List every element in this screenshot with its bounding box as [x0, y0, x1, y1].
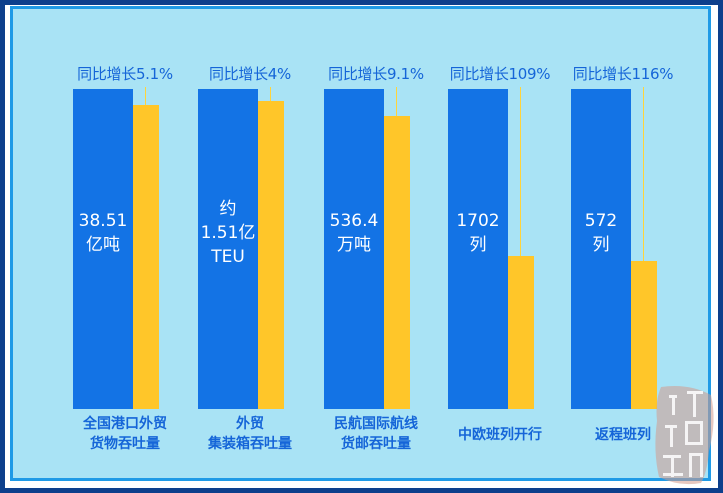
category-line: 全国港口外贸	[83, 416, 167, 432]
category-line: 货物吞吐量	[90, 436, 160, 452]
bar-value-label: 38.51 亿吨	[73, 209, 133, 257]
bar-value-line: 536.4	[329, 211, 379, 231]
bar-value-line: 约	[219, 199, 237, 219]
bar-value-label: 572 列	[571, 209, 631, 257]
category-label: 中欧班列开行	[436, 425, 564, 445]
category-line: 集装箱吞吐量	[208, 436, 292, 452]
bar-value-line: 1702	[456, 211, 500, 231]
growth-label: 同比增长5.1%	[77, 65, 173, 83]
previous-year-reference-line	[643, 87, 644, 409]
bar-value-label: 约 1.51亿 TEU	[198, 197, 258, 269]
bar-group: 同比增长9.1% 536.4 万吨民航国际航线 货邮吞吐量	[312, 9, 440, 484]
current-value-bar	[324, 89, 384, 409]
growth-label: 同比增长116%	[572, 65, 674, 83]
bar-group: 同比增长5.1% 38.51 亿吨全国港口外贸 货物吞吐量	[61, 9, 189, 484]
previous-year-bar	[258, 101, 284, 409]
category-label: 返程班列	[559, 425, 687, 445]
growth-label: 同比增长4%	[209, 65, 291, 83]
bar-value-label: 536.4 万吨	[324, 209, 384, 257]
bar-group: 同比增长116% 572 列返程班列	[559, 9, 687, 484]
current-value-bar	[571, 89, 631, 409]
bar-value-label: 1702 列	[448, 209, 508, 257]
current-value-bar	[198, 89, 258, 409]
chart-panel: 同比增长5.1% 38.51 亿吨全国港口外贸 货物吞吐量 同比增长4% 约 1.51亿 TE…	[10, 6, 714, 485]
bar-value-line: 38.51	[78, 211, 128, 231]
category-label: 外贸 集装箱吞吐量	[186, 414, 314, 454]
category-line: 民航国际航线	[334, 416, 418, 432]
bar-group: 同比增长109% 1702 列中欧班列开行	[436, 9, 564, 484]
bar-value-line: 亿吨	[86, 235, 120, 255]
category-line: 返程班列	[595, 427, 651, 443]
previous-year-bar	[631, 261, 657, 409]
bar-value-line: 列	[469, 235, 487, 255]
bar-value-line: 572	[584, 211, 618, 231]
bar-value-line: TEU	[211, 247, 245, 267]
category-line: 外贸	[236, 416, 264, 432]
current-value-bar	[73, 89, 133, 409]
category-label: 民航国际航线 货邮吞吐量	[312, 414, 440, 454]
bar-value-line: 万吨	[337, 235, 371, 255]
category-line: 中欧班列开行	[458, 427, 542, 443]
bar-group: 同比增长4% 约 1.51亿 TEU 外贸集装箱吞吐量	[186, 9, 314, 484]
bar-value-line: 列	[592, 235, 610, 255]
previous-year-bar	[133, 105, 159, 409]
growth-label: 同比增长9.1%	[328, 65, 424, 83]
category-line: 货邮吞吐量	[341, 436, 411, 452]
previous-year-reference-line	[520, 87, 521, 409]
watermark-seal	[655, 386, 714, 485]
category-label: 全国港口外贸 货物吞吐量	[61, 414, 189, 454]
previous-year-bar	[384, 116, 410, 409]
bar-value-line: 1.51亿	[200, 223, 256, 243]
previous-year-bar	[508, 256, 534, 409]
current-value-bar	[448, 89, 508, 409]
growth-label: 同比增长109%	[449, 65, 551, 83]
